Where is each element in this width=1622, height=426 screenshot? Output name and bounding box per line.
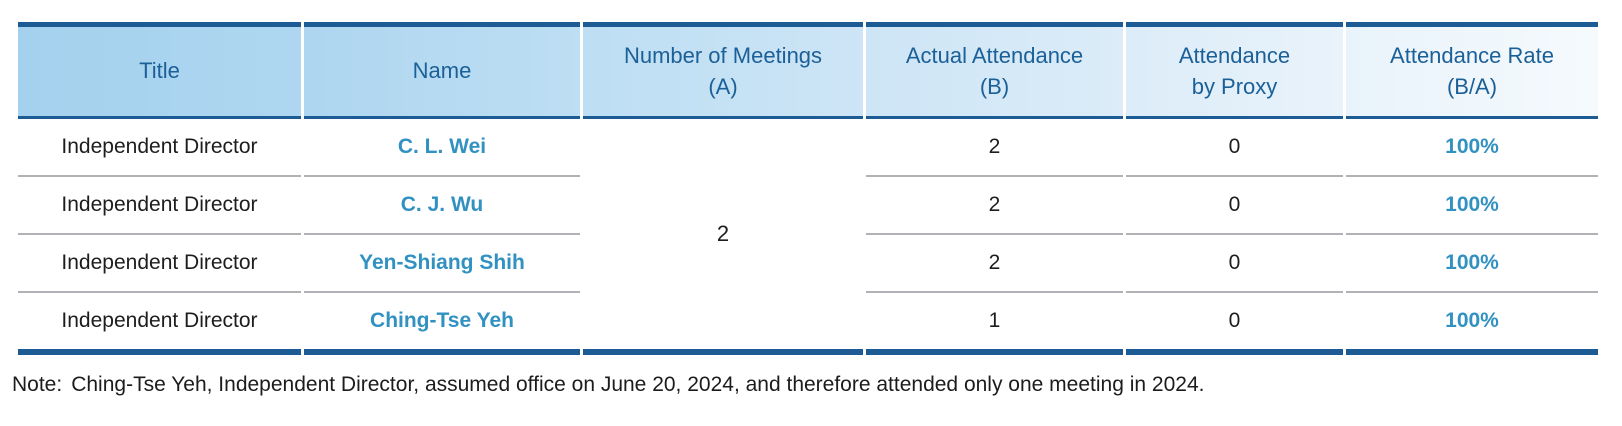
header-label-line2: (A) [708, 73, 738, 99]
header-row: Title Name Number of Meetings (A) Actual… [18, 22, 1598, 119]
page: Title Name Number of Meetings (A) Actual… [0, 22, 1622, 426]
table-header: Title Name Number of Meetings (A) Actual… [18, 22, 1598, 119]
cell-name: C. J. Wu [304, 175, 580, 233]
column-header-actual-attendance: Actual Attendance (B) [866, 22, 1123, 119]
cell-title: Independent Director [18, 233, 301, 291]
column-header-title: Title [18, 22, 301, 119]
cell-actual-attendance: 2 [866, 175, 1123, 233]
cell-name: Ching-Tse Yeh [304, 291, 580, 355]
cell-attendance-rate: 100% [1346, 233, 1598, 291]
header-label-line1: Number of Meetings [623, 42, 823, 68]
header-label-line1: Attendance [1178, 42, 1291, 68]
cell-name: Yen-Shiang Shih [304, 233, 580, 291]
footnote: Note: Ching-Tse Yeh, Independent Director… [12, 373, 1622, 397]
column-header-attendance-rate: Attendance Rate (B/A) [1346, 22, 1598, 119]
column-header-name: Name [304, 22, 580, 119]
cell-attendance-rate: 100% [1346, 119, 1598, 175]
cell-attendance-by-proxy: 0 [1126, 291, 1343, 355]
cell-name: C. L. Wei [304, 119, 580, 175]
table-row: Independent Director Ching-Tse Yeh 1 0 1… [18, 291, 1598, 355]
cell-title: Independent Director [18, 119, 301, 175]
header-label: Name [412, 58, 472, 84]
header-label-line1: Actual Attendance [905, 42, 1084, 68]
column-header-attendance-by-proxy: Attendance by Proxy [1126, 22, 1343, 119]
cell-actual-attendance: 2 [866, 233, 1123, 291]
cell-title: Independent Director [18, 175, 301, 233]
table-body: Independent Director C. L. Wei 2 2 0 100… [18, 119, 1598, 355]
cell-number-of-meetings: 2 [583, 119, 863, 355]
header-label-line2: (B) [979, 73, 1010, 99]
header-label: Title [139, 58, 180, 84]
cell-title: Independent Director [18, 291, 301, 355]
header-label-line2: (B/A) [1446, 73, 1498, 99]
table-row: Independent Director C. L. Wei 2 2 0 100… [18, 119, 1598, 355]
attendance-table: Title Name Number of Meetings (A) Actual… [15, 22, 1601, 355]
table-row: Independent Director C. J. Wu 2 0 100% [18, 175, 1598, 233]
cell-attendance-by-proxy: 0 [1126, 175, 1343, 233]
footnote-label: Note: [12, 373, 63, 396]
cell-actual-attendance: 2 [866, 119, 1123, 175]
table-row: Independent Director Yen-Shiang Shih 2 0… [18, 233, 1598, 291]
cell-attendance-rate: 100% [1346, 175, 1598, 233]
cell-attendance-by-proxy: 0 [1126, 119, 1343, 175]
cell-actual-attendance: 1 [866, 291, 1123, 355]
cell-attendance-by-proxy: 0 [1126, 233, 1343, 291]
footnote-text: Ching-Tse Yeh, Independent Director, ass… [71, 373, 1205, 396]
cell-attendance-rate: 100% [1346, 291, 1598, 355]
column-header-number-of-meetings: Number of Meetings (A) [583, 22, 863, 119]
header-label-line2: by Proxy [1191, 73, 1278, 99]
header-label-line1: Attendance Rate [1390, 42, 1554, 68]
